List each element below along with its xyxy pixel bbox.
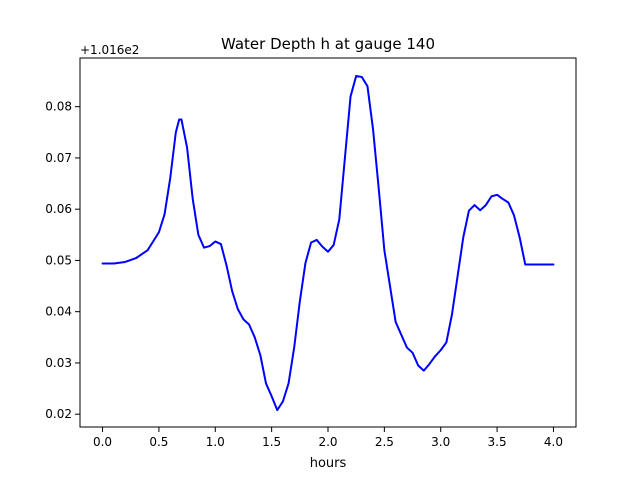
chart-title: Water Depth h at gauge 140 <box>221 35 435 53</box>
x-tick-label: 1.0 <box>206 435 225 449</box>
x-tick-label: 2.0 <box>318 435 337 449</box>
x-tick-label: 3.5 <box>488 435 507 449</box>
x-tick-label: 3.0 <box>431 435 450 449</box>
y-offset-label: +1.016e2 <box>80 43 139 57</box>
series-line-0 <box>101 74 555 412</box>
x-axis-label: hours <box>310 456 347 471</box>
y-tick-label: 0.05 <box>45 253 72 267</box>
y-tick-label: 0.06 <box>45 202 72 216</box>
y-tick-label: 0.07 <box>45 151 72 165</box>
plot-area: 0.0 0.5 1.0 1.5 2.0 2.5 3.0 3.5 4.0 0.02 0.03 0.04 0… <box>45 57 577 449</box>
x-tick-label: 2.5 <box>375 435 394 449</box>
x-tick-label: 4.0 <box>544 435 563 449</box>
y-tick-label: 0.02 <box>45 407 72 421</box>
x-tick-label: 1.5 <box>262 435 281 449</box>
y-tick-label: 0.03 <box>45 356 72 370</box>
axes-frame <box>79 57 577 428</box>
x-tick-label: 0.0 <box>93 435 112 449</box>
y-tick-label: 0.04 <box>45 305 72 319</box>
x-tick-label: 0.5 <box>149 435 168 449</box>
y-tick-label: 0.08 <box>45 100 72 114</box>
